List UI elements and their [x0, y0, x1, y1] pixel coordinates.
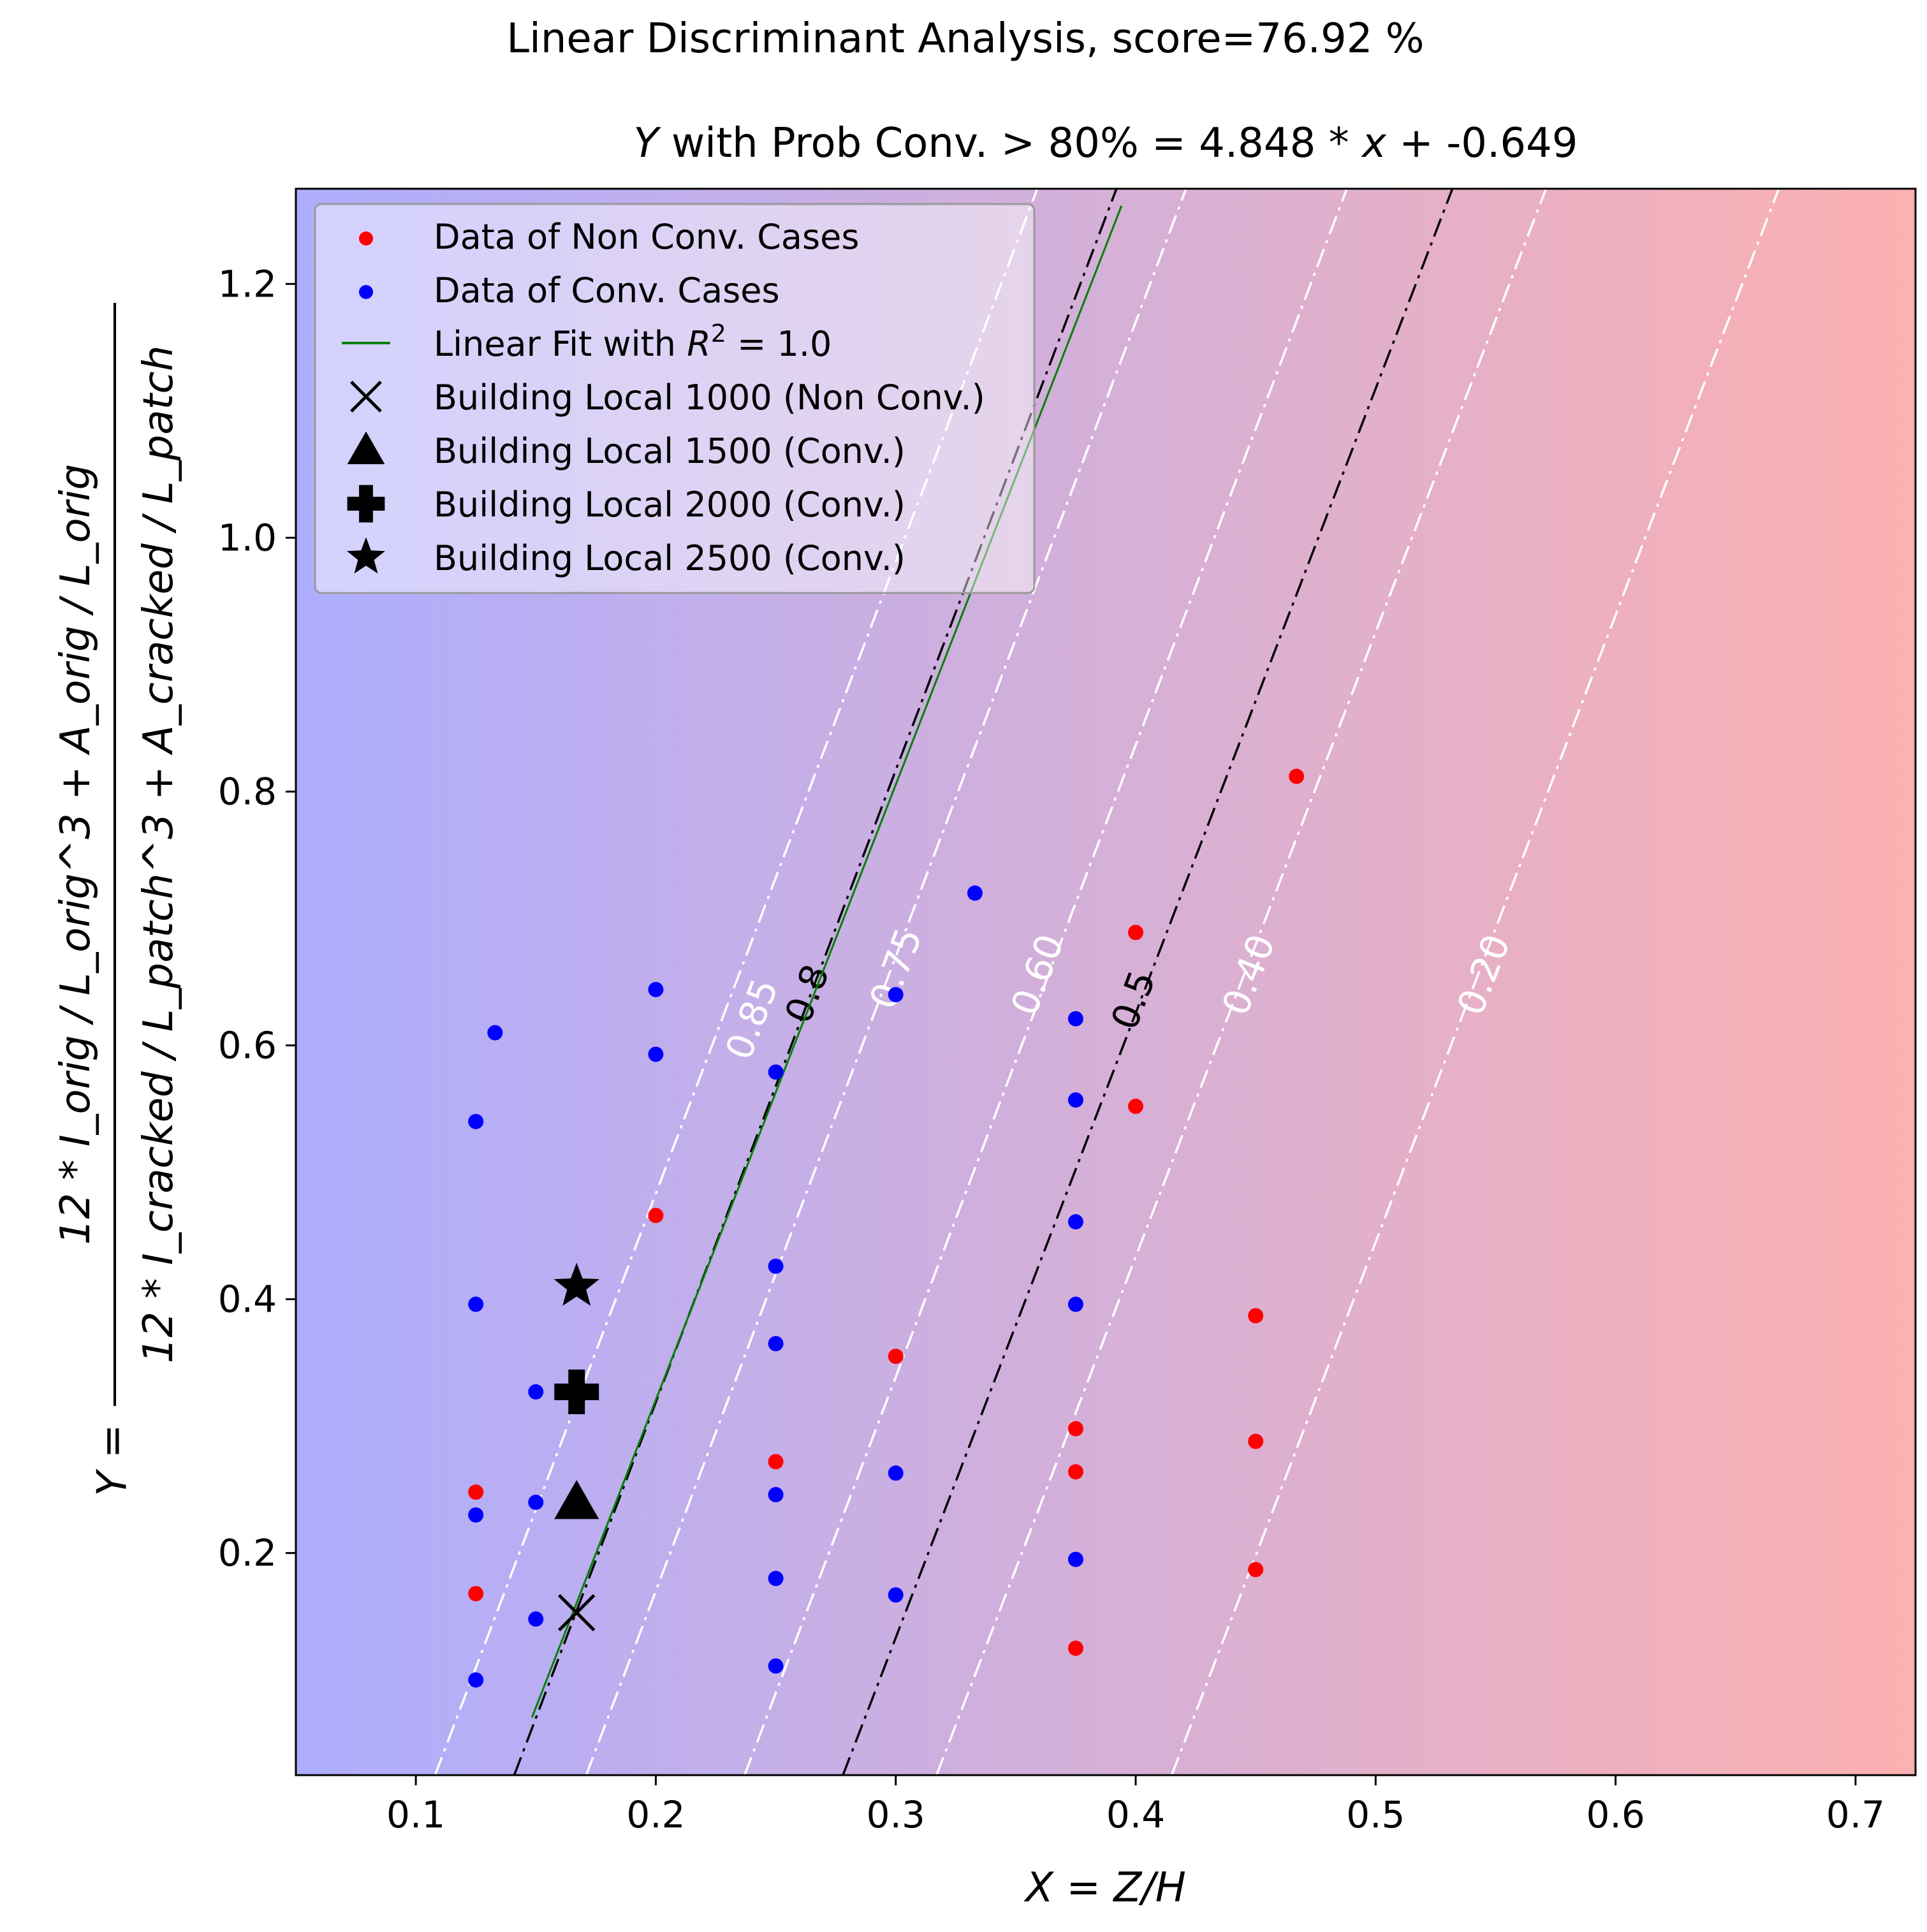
- non-conv-point: [768, 1454, 784, 1470]
- legend-label-b1500: Building Local 1500 (Conv.): [434, 431, 905, 471]
- non-conv-point: [1128, 1099, 1144, 1115]
- legend-handle-non-conv: [359, 231, 373, 245]
- conv-point: [648, 981, 664, 997]
- legend-label-conv: Data of Conv. Cases: [434, 270, 780, 311]
- conv-point: [1067, 1092, 1083, 1108]
- x-tick-label: 0.2: [626, 1793, 685, 1836]
- legend-entry-b1500: Building Local 1500 (Conv.): [347, 431, 905, 471]
- non-conv-point: [1067, 1640, 1083, 1656]
- contour-line-0.40: [935, 189, 1548, 1775]
- x-tick-label: 0.4: [1106, 1793, 1165, 1836]
- legend-label-b1000: Building Local 1000 (Non Conv.): [434, 377, 985, 418]
- building-marker-b1000: [557, 1593, 596, 1632]
- conv-point: [1067, 1296, 1083, 1312]
- non-conv-point: [1289, 768, 1305, 784]
- legend-handle-b2000: [347, 485, 385, 523]
- building-marker-b1000-stroke-b: [557, 1593, 596, 1632]
- legend-handle-b1500: [347, 431, 385, 465]
- axes-title: Y with Prob Conv. > 80% = 4.848 * x + -0…: [634, 120, 1578, 167]
- legend-box: [314, 203, 1036, 594]
- contour-line-0.5: [842, 189, 1454, 1775]
- contour-line-0.20: [1170, 189, 1780, 1775]
- conv-point: [768, 1570, 784, 1586]
- building-marker-b1500: [554, 1480, 599, 1519]
- y-tick-label: 0.2: [218, 1532, 277, 1575]
- conv-point: [648, 1046, 664, 1062]
- figure-suptitle: Linear Discriminant Analysis, score=76.9…: [506, 15, 1424, 62]
- plot-frame: [295, 187, 1917, 1776]
- x-axis-label: X = Z/H: [1023, 1864, 1186, 1912]
- conv-point: [768, 1336, 784, 1352]
- y-axis-label-numerator: 12 * I_orig / L_orig^3 + A_orig / L_orig: [52, 464, 99, 1245]
- y-tick-label: 1.2: [218, 262, 277, 305]
- conv-point: [768, 1658, 784, 1674]
- y-tick-label: 1.0: [218, 516, 277, 559]
- legend-entry-conv: Data of Conv. Cases: [359, 270, 780, 311]
- conv-point: [768, 1258, 784, 1274]
- x-tick-label: 0.7: [1826, 1793, 1885, 1836]
- conv-point: [468, 1507, 484, 1523]
- conv-point: [768, 1064, 784, 1080]
- conv-point: [1067, 1214, 1083, 1230]
- legend-label-fit: Linear Fit with R2 = 1.0: [434, 319, 832, 364]
- x-tick-label: 0.3: [867, 1793, 925, 1836]
- y-tick-label: 0.8: [218, 770, 277, 813]
- legend-entry-non_conv: Data of Non Conv. Cases: [359, 217, 860, 257]
- non-conv-point: [1128, 925, 1144, 940]
- conv-point: [768, 1487, 784, 1503]
- legend-label-b2500: Building Local 2500 (Conv.): [434, 538, 905, 578]
- linear-fit-line: [531, 205, 1123, 1718]
- y-tick-label: 0.6: [218, 1024, 277, 1067]
- conv-point: [468, 1672, 484, 1688]
- legend: Data of Non Conv. Cases Data of Conv. Cas…: [314, 203, 1036, 594]
- building-marker-b2500: [553, 1262, 599, 1306]
- conv-point: [888, 1587, 904, 1603]
- legend-entry-b2000: Building Local 2000 (Conv.): [347, 485, 905, 525]
- y-tick-label: 0.4: [218, 1278, 277, 1321]
- x-tick-label: 0.5: [1346, 1793, 1405, 1836]
- conv-point: [888, 986, 904, 1002]
- y-axis-label-lhs: Y =: [89, 1424, 136, 1496]
- contour-line-0.75: [585, 189, 1187, 1775]
- non-conv-point: [1248, 1433, 1264, 1449]
- contour-line-0.60: [744, 189, 1348, 1775]
- legend-entry-b1000: Building Local 1000 (Non Conv.): [350, 377, 985, 418]
- conv-point: [967, 885, 983, 901]
- non-conv-point: [1067, 1421, 1083, 1437]
- non-conv-point: [1067, 1464, 1083, 1480]
- legend-handle-b2500: [347, 537, 385, 574]
- non-conv-point: [648, 1208, 664, 1224]
- conv-point: [468, 1296, 484, 1312]
- conv-point: [487, 1025, 503, 1041]
- legend-label-b2000: Building Local 2000 (Conv.): [434, 485, 905, 525]
- contour-line-0.8: [513, 189, 1118, 1775]
- conv-point: [1067, 1551, 1083, 1567]
- y-axis-label-denominator: 12 * I_cracked / L_patch^3 + A_cracked /…: [135, 346, 182, 1364]
- building-marker-b2000: [554, 1369, 599, 1414]
- legend-handle-b1000-stroke-b: [350, 381, 382, 413]
- y-axis-label: Y = 12 * I_orig / L_orig^3 + A_orig / L_…: [52, 303, 182, 1497]
- contour-line-0.85: [434, 189, 1039, 1775]
- conv-point: [888, 1465, 904, 1481]
- legend-entry-b2500: Building Local 2500 (Conv.): [347, 537, 905, 578]
- x-tick-label: 0.1: [386, 1793, 445, 1836]
- conv-point: [528, 1384, 544, 1400]
- legend-entry-fit: Linear Fit with R2 = 1.0: [342, 319, 832, 364]
- legend-handle-conv: [359, 285, 373, 299]
- conv-point: [528, 1495, 544, 1511]
- non-conv-point: [1248, 1562, 1264, 1577]
- legend-handle-b1000: [350, 381, 382, 413]
- non-conv-point: [468, 1484, 484, 1500]
- x-tick-label: 0.6: [1586, 1793, 1645, 1836]
- non-conv-point: [888, 1349, 904, 1365]
- conv-point: [468, 1113, 484, 1129]
- non-conv-point: [1248, 1308, 1264, 1324]
- legend-label-non_conv: Data of Non Conv. Cases: [434, 217, 860, 257]
- conv-point: [528, 1611, 544, 1627]
- non-conv-point: [468, 1586, 484, 1602]
- conv-point: [1067, 1011, 1083, 1027]
